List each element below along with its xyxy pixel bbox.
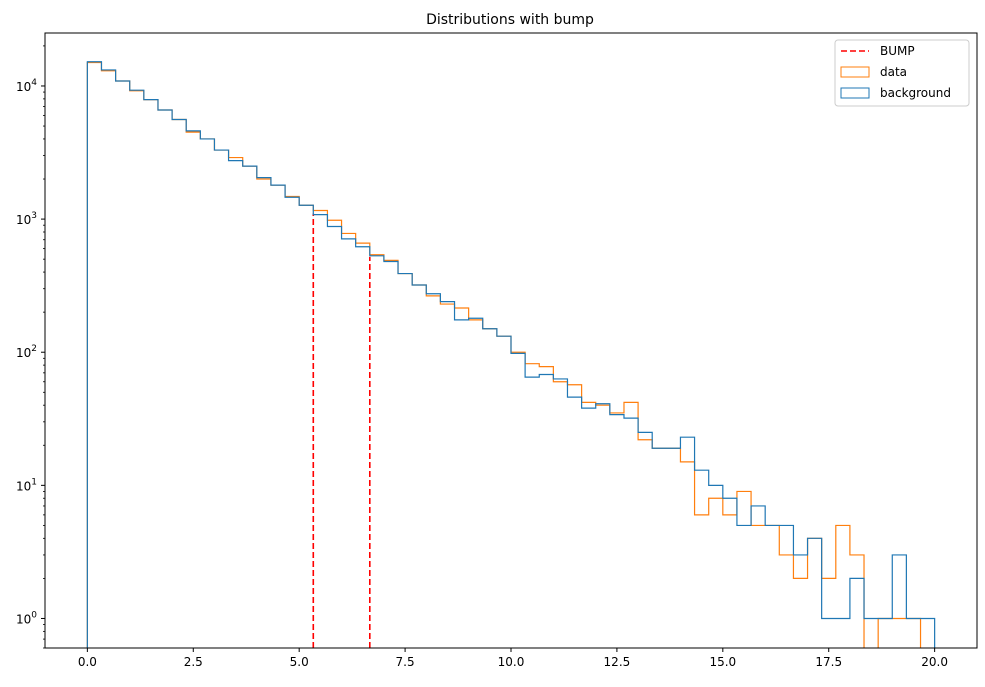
legend-swatch-background: [840, 87, 870, 99]
legend-label-BUMP: BUMP: [880, 44, 915, 58]
legend-label-background: background: [880, 86, 951, 100]
x-tick-label: 2.5: [184, 655, 203, 669]
legend-label-data: data: [880, 65, 907, 79]
legend-swatch-data: [840, 66, 870, 78]
x-tick-label: 20.0: [921, 655, 948, 669]
y-tick-label: 102: [16, 344, 37, 360]
x-tick-label: 10.0: [498, 655, 525, 669]
series-background-step: [86, 61, 936, 648]
y-tick-label: 100: [16, 610, 37, 626]
chart-title: Distributions with bump: [426, 12, 594, 28]
x-tick-label: 0.0: [78, 655, 97, 669]
x-tick-label: 7.5: [396, 655, 415, 669]
x-tick-label: 17.5: [815, 655, 842, 669]
y-tick-label: 103: [16, 211, 37, 227]
series-data-step: [86, 61, 922, 648]
x-tick-label: 5.0: [290, 655, 309, 669]
y-tick-label: 101: [16, 477, 37, 493]
y-tick-label: 104: [16, 78, 37, 94]
x-tick-label: 12.5: [604, 655, 631, 669]
x-tick-label: 15.0: [709, 655, 736, 669]
